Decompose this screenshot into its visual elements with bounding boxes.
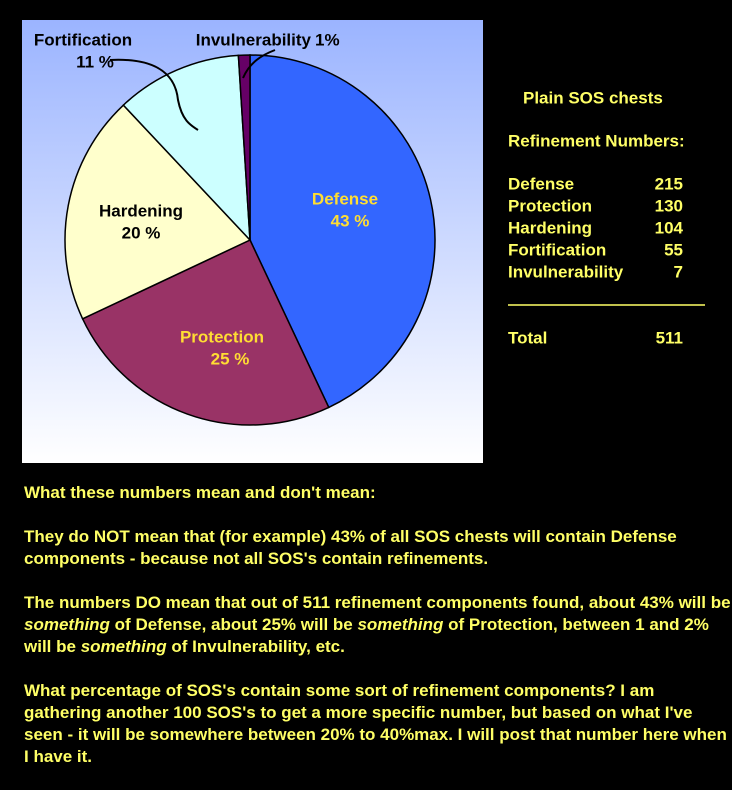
value-label: 11 % [76,52,114,71]
notes-heading: What these numbers mean and don't mean: [24,483,376,502]
row-label: Invulnerability [508,262,624,281]
pie-slice [122,54,251,243]
row-value: 55 [664,240,683,259]
summary-table: Plain SOS chests Refinement Numbers: Def… [508,88,705,347]
text: of Defense, about 25% will be [109,615,358,634]
paragraph: They do NOT mean that (for example) 43% … [24,527,677,568]
row-label: Hardening [508,218,592,237]
text: of Protection, between 1 and 2% will be [24,615,709,656]
text: of Invulnerability, etc. [166,637,345,656]
text: something [357,615,444,634]
text: something [80,637,167,656]
value-label: 25 % [211,349,250,368]
pie-labels: Defense 43 % Protection 25 % Hardening 20 % Fo… [34,30,378,368]
table-subtitle: Refinement Numbers: [508,131,685,150]
leader-line [242,49,276,79]
paragraph: What percentage of SOS's contain some so… [24,681,727,766]
pie-slice [249,54,436,409]
value-label: 1% [315,30,340,49]
slice-label: Invulnerability [196,30,312,49]
row-value: 104 [655,218,684,237]
row-label: Defense [508,174,574,193]
row-label: Protection [508,196,592,215]
value-label: 43 % [331,211,370,230]
row-value: 130 [655,196,683,215]
text: The numbers DO mean that out of 511 refi… [24,593,731,612]
total-label: Total [508,328,547,347]
pie [64,54,436,426]
slice-label: Defense [312,189,378,208]
table-rows: Defense 215 Protection 130 Hardening 104 Forti… [508,174,684,281]
pie-slice [64,104,252,320]
text: something [24,615,110,634]
value-label: 20 % [122,223,161,242]
pie-slice [81,239,330,426]
notes: What these numbers mean and don't mean: … [24,482,732,790]
chart: Defense 43 % Protection 25 % Hardening 20 % Fo… [22,20,705,463]
slice-label: Hardening [99,201,183,220]
slice-label: Protection [180,327,264,346]
paragraph: The numbers DO mean that out of 511 refi… [24,592,732,658]
row-value: 7 [674,262,683,281]
row-label: Fortification [508,240,606,259]
leader-line [109,58,199,131]
total-value: 511 [656,328,683,347]
table-title: Plain SOS chests [523,88,663,107]
slice-label: Fortification [34,30,132,49]
row-value: 215 [655,174,683,193]
pie-slice [237,54,251,241]
